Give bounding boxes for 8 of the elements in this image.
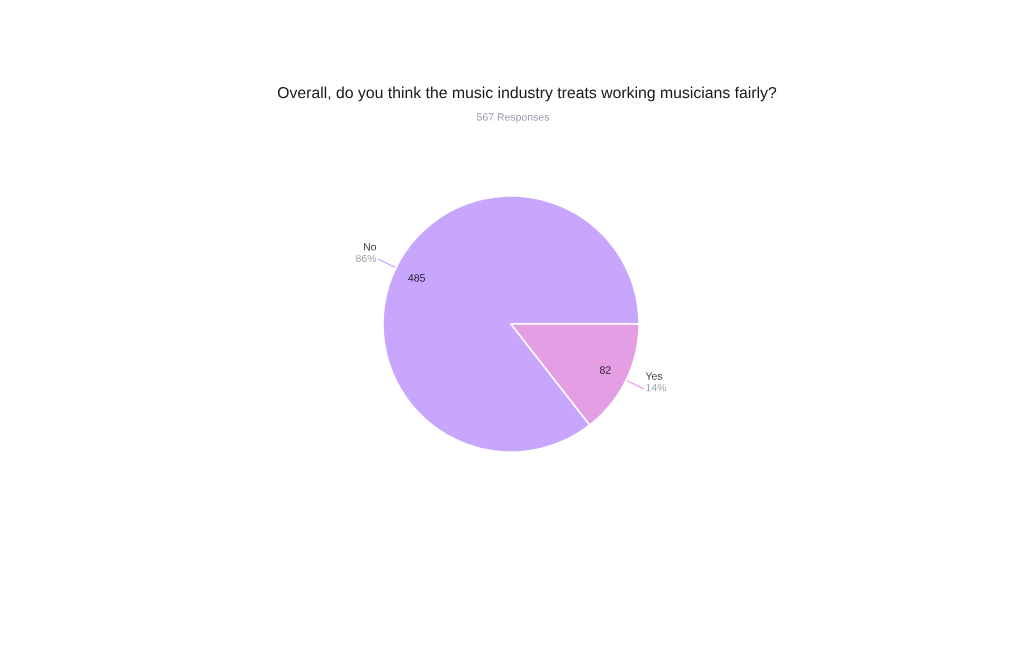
text: 14%	[646, 383, 667, 392]
slice-label: Yes	[645, 372, 663, 380]
chart-subtitle: 567 Responses	[476, 113, 550, 123]
text: 86%	[355, 254, 377, 263]
slice-label: No	[363, 243, 377, 251]
data-label: 485	[408, 274, 426, 282]
chart-title: Overall, do you think the music industry treats working musicians fairly?	[277, 86, 777, 102]
data-label: 82	[599, 366, 611, 374]
